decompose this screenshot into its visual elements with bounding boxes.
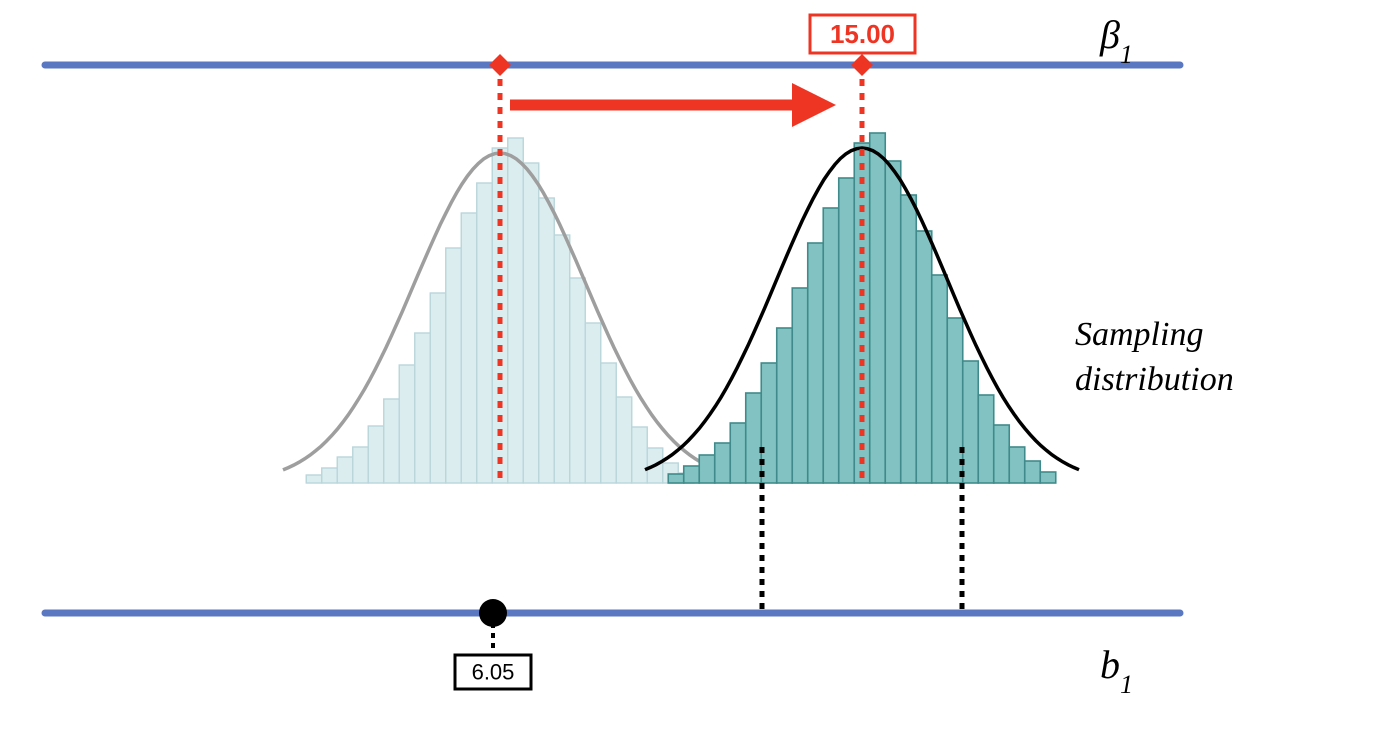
histogram-right-bar: [668, 474, 684, 483]
marker-old-diamond: [489, 54, 511, 76]
histogram-right-bar: [916, 231, 932, 483]
histogram-right-bar: [994, 425, 1010, 483]
diagram-canvas: β1 b1 15.00 6.05 Sampling distribution: [0, 0, 1380, 740]
histogram-right-bar: [963, 361, 979, 483]
histogram-right-bar: [1009, 447, 1025, 483]
histogram-left-bar: [632, 427, 648, 483]
histogram-left-bar: [585, 323, 601, 483]
histogram-left-bar: [337, 457, 353, 483]
histogram-left-bar: [570, 278, 586, 483]
histogram-right-bar: [901, 195, 917, 483]
histogram-left-bar: [477, 183, 493, 483]
histogram-right-bar: [978, 395, 994, 483]
histogram-left-bar: [353, 447, 369, 483]
histogram-left-bar: [446, 248, 462, 483]
sampling-label-1: Sampling: [1075, 316, 1203, 353]
beta-value-label: 15.00: [830, 19, 895, 49]
histogram-left-bar: [306, 475, 322, 483]
histogram-left-bar: [554, 235, 570, 483]
histogram-left-bar: [523, 163, 539, 483]
b-axis-label: b1: [1100, 642, 1133, 699]
histogram-right-bar: [839, 178, 855, 483]
histogram-right-bar: [684, 466, 700, 483]
histogram-right-bar: [699, 455, 715, 483]
histogram-left-bar: [384, 399, 400, 483]
marker-new-diamond: [851, 54, 873, 76]
histogram-left-bar: [601, 363, 617, 483]
histogram-right-bar: [932, 275, 948, 483]
histogram-right-bar: [947, 318, 963, 483]
histogram-right-bar: [808, 243, 824, 483]
histogram-right-bar: [1025, 461, 1041, 483]
histogram-right-bar: [1040, 472, 1056, 483]
histogram-left-bar: [415, 333, 431, 483]
histogram-left-bar: [461, 213, 477, 483]
histogram-left-bar: [508, 138, 524, 483]
histogram-left-bar: [539, 198, 555, 483]
beta-axis-label: β1: [1099, 12, 1133, 69]
histogram-right-bar: [885, 161, 901, 483]
histogram-left-bar: [368, 426, 384, 483]
sample-value-label: 6.05: [472, 660, 515, 685]
histogram-left-bar: [430, 293, 446, 483]
histogram-right-bar: [870, 133, 886, 483]
histogram-right-bar: [730, 423, 746, 483]
histogram-right-bar: [823, 208, 839, 483]
histogram-right-bar: [746, 393, 762, 483]
histogram-right-bar: [792, 288, 808, 483]
histogram-left-bar: [322, 468, 338, 483]
histogram-left-bar: [399, 365, 415, 483]
histogram-right-bar: [715, 443, 731, 483]
sampling-label-2: distribution: [1075, 361, 1234, 398]
histogram-right-bar: [777, 328, 793, 483]
histogram-left-bar: [616, 397, 632, 483]
